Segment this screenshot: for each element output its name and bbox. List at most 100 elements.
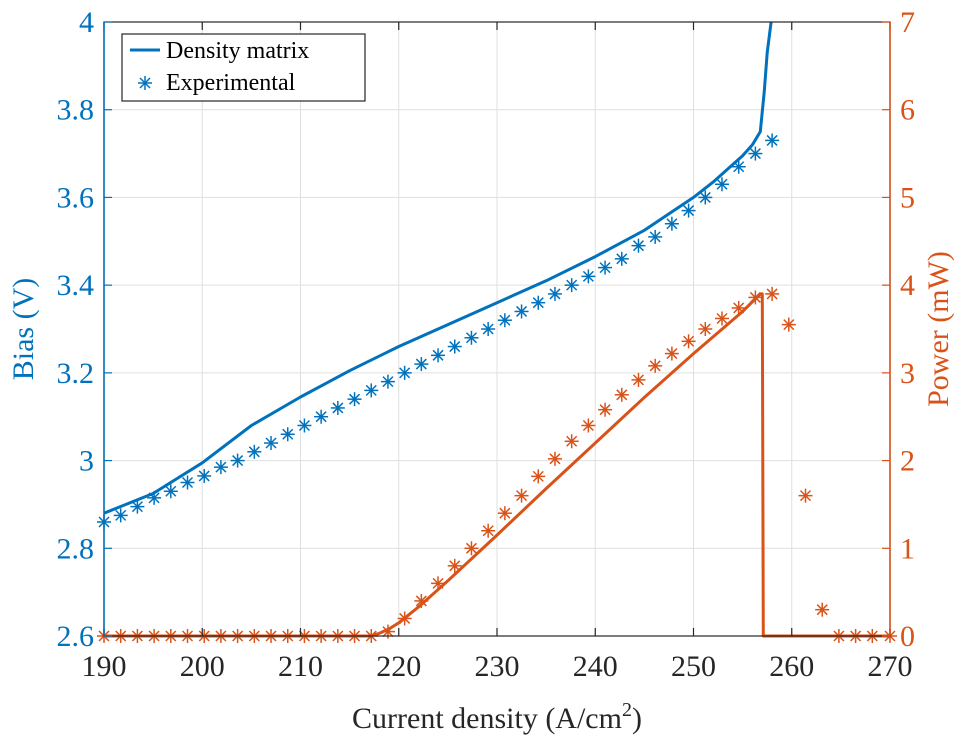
y-right-tick-label: 7 [900,6,915,39]
data-point-series-1 [314,409,329,424]
data-point-series-1 [648,229,663,244]
y-right-tick-label: 2 [900,445,915,478]
y-left-tick-label: 3.4 [57,269,95,302]
data-point-series-3 [464,541,479,556]
data-point-series-1 [765,133,780,148]
x-tick-label: 270 [868,650,913,683]
x-tick-label: 190 [82,650,127,683]
data-point-series-3 [748,290,763,305]
series-line-2 [104,292,890,638]
y-left-tick-label: 3.6 [57,181,95,214]
legend: Density matrix Experimental [121,33,366,102]
y-axis-left-label: Bias (V) [7,278,40,380]
series-line-0 [103,21,773,515]
data-point-series-1 [297,418,312,433]
data-point-series-3 [664,346,679,361]
data-point-series-3 [481,523,496,538]
data-point-series-3 [598,402,613,417]
x-tick-label: 210 [278,650,323,683]
data-point-series-1 [414,357,429,372]
x-tick-label: 260 [769,650,814,683]
data-point-series-1 [614,251,629,266]
data-point-series-3 [631,372,646,387]
data-point-series-3 [798,488,813,503]
data-point-series-3 [648,358,663,373]
data-point-series-1 [748,146,763,161]
data-point-series-3 [514,488,529,503]
data-point-series-3 [614,387,629,402]
data-point-series-1 [280,427,295,442]
data-point-series-1 [230,453,245,468]
data-point-series-1 [581,269,596,284]
data-point-series-3 [714,311,729,326]
data-point-series-1 [163,484,178,499]
x-tick-label: 250 [671,650,716,683]
legend-marker-swatch [138,76,152,90]
data-point-series-1 [113,508,128,523]
y-right-tick-label: 3 [900,357,915,390]
data-point-series-1 [598,260,613,275]
data-point-series-3 [447,558,462,573]
data-point-series-3 [497,506,512,521]
data-point-series-1 [247,444,262,459]
data-point-series-1 [464,330,479,345]
data-point-series-1 [380,374,395,389]
data-point-series-1 [397,365,412,380]
data-point-series-1 [531,295,546,310]
data-point-series-1 [447,339,462,354]
x-tick-label: 200 [180,650,225,683]
data-point-series-1 [197,468,212,483]
data-point-series-3 [731,300,746,315]
data-point-series-1 [497,313,512,328]
y-right-tick-label: 5 [900,181,915,214]
legend-box [121,33,366,102]
data-point-series-3 [781,317,796,332]
y-left-tick-label: 2.6 [57,620,95,653]
legend-label-density-matrix: Density matrix [166,38,309,64]
data-point-series-3 [547,451,562,466]
y-axis-right-label: Power (mW) [922,251,955,407]
data-point-series-3 [414,593,429,608]
data-point-series-1 [330,400,345,415]
y-left-tick-label: 3.2 [57,357,95,390]
data-point-series-3 [698,322,713,336]
ticks: 190 200 210 220 230 240 250 260 270 2.6 2.8 3 3.2 3.4… [57,6,916,683]
data-point-series-1 [364,383,379,398]
data-point-series-1 [547,286,562,301]
y-left-tick-label: 2.8 [57,532,95,565]
data-point-series-3 [531,469,546,484]
data-point-series-1 [481,322,496,336]
data-point-series-1 [731,159,746,174]
data-point-series-3 [681,334,696,349]
y-right-tick-label: 4 [900,269,915,302]
data-point-series-3 [581,418,596,433]
series-layer [97,21,897,643]
legend-label-experimental: Experimental [166,70,296,96]
data-point-series-1 [264,436,279,451]
x-tick-label: 240 [573,650,618,683]
data-point-series-1 [431,348,446,363]
data-point-series-1 [347,392,362,407]
data-point-series-1 [681,203,696,218]
y-left-tick-label: 4 [79,6,94,39]
data-point-series-1 [714,177,729,192]
data-point-series-3 [397,611,412,626]
data-point-series-1 [147,490,162,505]
data-point-series-1 [631,238,646,253]
legend-star-marker [138,76,152,90]
data-point-series-1 [564,278,579,293]
y-left-tick-label: 3.8 [57,94,95,127]
data-point-series-1 [180,475,195,490]
data-point-series-1 [664,216,679,231]
data-point-series-1 [514,304,529,319]
y-right-tick-label: 6 [900,94,915,127]
data-point-series-3 [765,286,780,301]
data-point-series-3 [564,434,579,449]
data-point-series-1 [698,190,713,205]
data-point-series-1 [213,460,228,475]
y-right-tick-label: 1 [900,532,915,565]
data-point-series-1 [130,499,145,514]
x-tick-label: 230 [475,650,520,683]
x-tick-label: 220 [376,650,421,683]
